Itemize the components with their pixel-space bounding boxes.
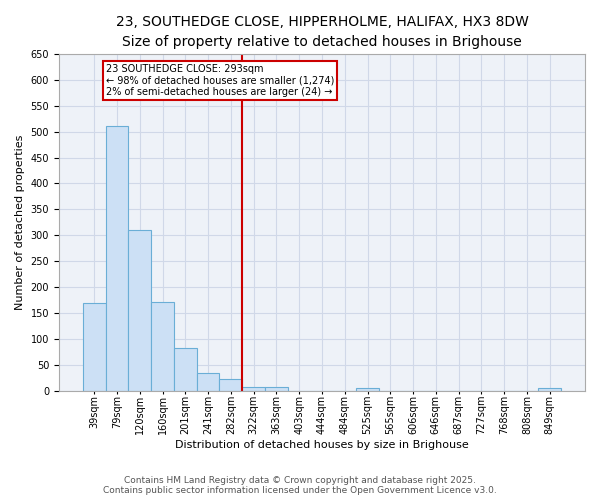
Bar [151, 302, 174, 391]
Bar [265, 386, 288, 391]
X-axis label: Distribution of detached houses by size in Brighouse: Distribution of detached houses by size … [175, 440, 469, 450]
Bar [174, 348, 197, 391]
Text: Contains HM Land Registry data © Crown copyright and database right 2025.
Contai: Contains HM Land Registry data © Crown c… [103, 476, 497, 495]
Text: 23 SOUTHEDGE CLOSE: 293sqm
← 98% of detached houses are smaller (1,274)
2% of se: 23 SOUTHEDGE CLOSE: 293sqm ← 98% of deta… [106, 64, 334, 98]
Bar [83, 302, 106, 391]
Bar [538, 388, 561, 391]
Bar [106, 126, 128, 391]
Bar [128, 230, 151, 391]
Bar [220, 380, 242, 391]
Title: 23, SOUTHEDGE CLOSE, HIPPERHOLME, HALIFAX, HX3 8DW
Size of property relative to : 23, SOUTHEDGE CLOSE, HIPPERHOLME, HALIFA… [116, 15, 529, 48]
Bar [197, 372, 220, 391]
Y-axis label: Number of detached properties: Number of detached properties [15, 134, 25, 310]
Bar [242, 386, 265, 391]
Bar [356, 388, 379, 391]
